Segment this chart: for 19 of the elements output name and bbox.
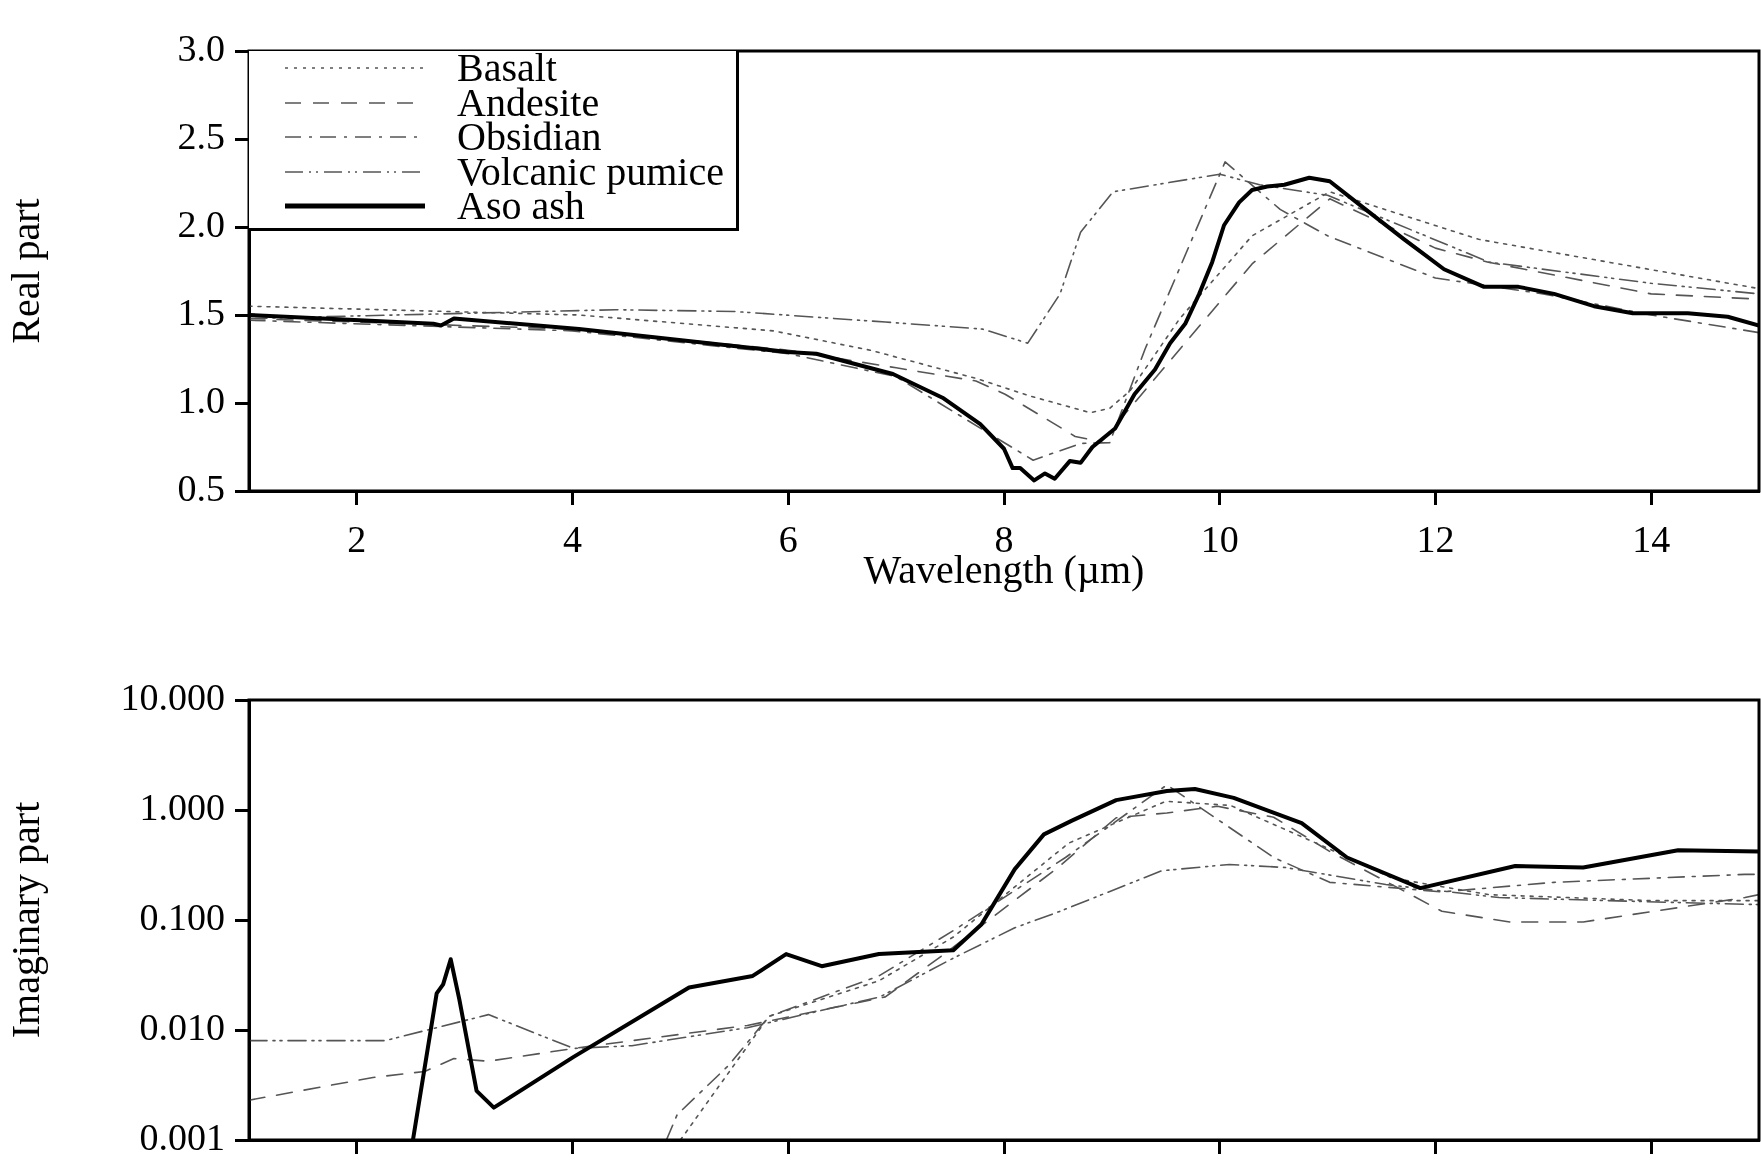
- y-axis-title: Real part: [2, 198, 48, 344]
- y-tick-label: 0.010: [139, 1005, 225, 1048]
- y-tick-label: 0.100: [139, 895, 225, 938]
- y-tick-label: 1.000: [139, 785, 225, 828]
- x-tick-label: 2: [347, 517, 367, 560]
- y-axis-title: Imaginary part: [2, 801, 48, 1039]
- x-tick-label: 10: [1200, 517, 1239, 560]
- y-tick-label: 0.5: [177, 466, 225, 509]
- x-tick-label: 6: [778, 517, 798, 560]
- y-tick-label: 2.5: [177, 114, 225, 157]
- y-tick-label: 2.0: [177, 202, 225, 245]
- y-tick-label: 10.000: [120, 675, 225, 718]
- y-tick-label: 1.0: [177, 378, 225, 421]
- x-tick-label: 14: [1632, 517, 1671, 560]
- x-tick-label: 12: [1416, 517, 1455, 560]
- y-tick-label: 3.0: [177, 26, 225, 69]
- x-tick-label: 4: [563, 517, 583, 560]
- y-tick-label: 0.001: [139, 1115, 225, 1158]
- y-tick-label: 1.5: [177, 290, 225, 333]
